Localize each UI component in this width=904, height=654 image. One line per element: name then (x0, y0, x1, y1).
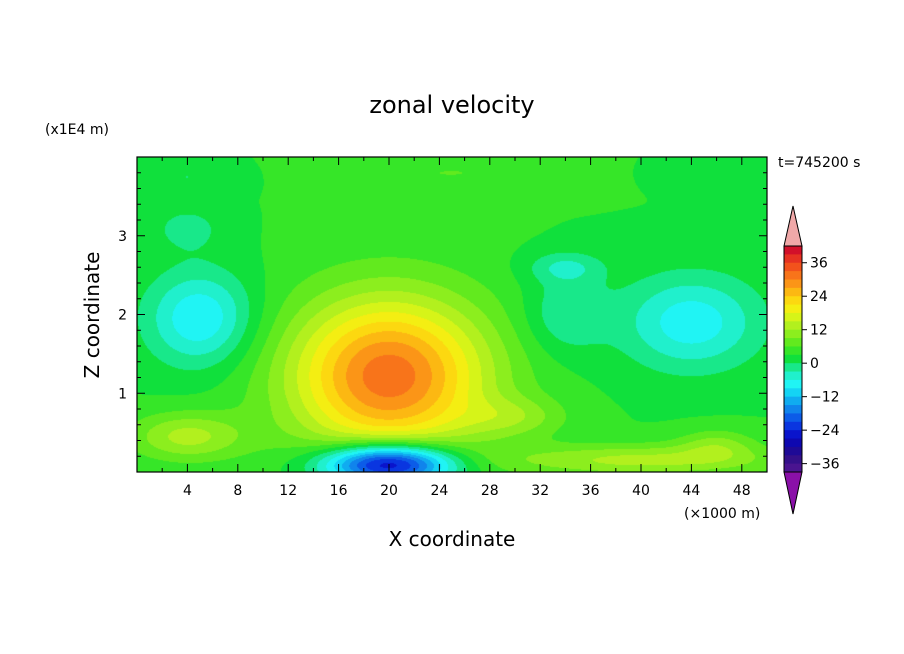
x-axis-ticks: 4 8 12 16 20 24 28 32 36 40 44 48 (136, 157, 768, 499)
colorbar-tick-label: −12 (810, 390, 840, 406)
x-tick-label: 4 (183, 483, 192, 499)
x-tick-label: 16 (330, 483, 348, 499)
x-unit-label: (×1000 m) (684, 506, 760, 522)
colorbar-swatch (784, 304, 802, 314)
colorbar-swatch (784, 262, 802, 272)
x-tick-label: 20 (380, 483, 398, 499)
colorbar-swatch (784, 254, 802, 264)
y-axis-label: Z coordinate (80, 252, 104, 379)
colorbar-over-arrow (783, 205, 803, 247)
y-tick-label: 1 (118, 386, 127, 402)
x-tick-label: 24 (430, 483, 448, 499)
colorbar-tick-label: −24 (810, 423, 840, 439)
colorbar-swatch (784, 371, 802, 381)
colorbar-swatch (784, 354, 802, 364)
velocity-contour-field (137, 157, 767, 472)
colorbar-frame (783, 245, 803, 473)
colorbar-swatch (784, 446, 802, 456)
x-tick-label: 12 (279, 483, 297, 499)
x-tick-label: 8 (233, 483, 242, 499)
y-unit-label: (x1E4 m) (45, 122, 109, 138)
time-label: t=745200 s (778, 155, 860, 171)
colorbar-swatch (784, 287, 802, 297)
colorbar-swatch (784, 312, 802, 322)
colorbar-swatch (784, 379, 802, 389)
colorbar-swatch (784, 388, 802, 398)
colorbar-tick-label: 0 (810, 356, 819, 372)
colorbar-swatch (784, 338, 802, 347)
x-tick-label: 40 (632, 483, 650, 499)
colorbar-swatch (784, 271, 802, 280)
colorbar-tick-label: 12 (810, 323, 828, 339)
colorbar-swatch (784, 396, 802, 406)
colorbar-swatch (784, 296, 802, 305)
colorbar-under-arrow (783, 471, 803, 515)
colorbar-tick-label: −36 (810, 457, 840, 473)
colorbar-swatch (784, 405, 802, 414)
colorbar-tick-label: 24 (810, 289, 828, 305)
colorbar-swatch (784, 438, 802, 448)
colorbar-swatch (784, 279, 802, 289)
colorbar-swatch (784, 246, 802, 255)
colorbar-swatch (784, 321, 802, 331)
colorbar-swatch (784, 430, 802, 439)
x-tick-label: 28 (481, 483, 499, 499)
x-tick-label: 32 (531, 483, 549, 499)
x-axis-label: X coordinate (389, 527, 516, 551)
colorbar-swatch (784, 346, 802, 356)
colorbar-swatch (784, 329, 802, 339)
colorbar: 36 24 12 0 −12 −24 −36 (783, 205, 840, 515)
colorbar-swatch (784, 363, 802, 372)
colorbar-swatch (784, 463, 802, 473)
x-tick-label: 36 (582, 483, 600, 499)
x-tick-label: 44 (682, 483, 700, 499)
colorbar-swatch (784, 421, 802, 431)
chart-title: zonal velocity (369, 91, 534, 119)
y-tick-label: 3 (118, 229, 127, 245)
colorbar-swatch (784, 413, 802, 423)
colorbar-tick-label: 36 (810, 256, 828, 272)
y-axis-ticks: 1 2 3 (118, 156, 767, 473)
plot-area: 4 8 12 16 20 24 28 32 36 40 44 48 123 (118, 156, 768, 499)
x-tick-label: 48 (733, 483, 751, 499)
colorbar-swatch (784, 455, 802, 465)
y-tick-label: 2 (118, 308, 127, 324)
